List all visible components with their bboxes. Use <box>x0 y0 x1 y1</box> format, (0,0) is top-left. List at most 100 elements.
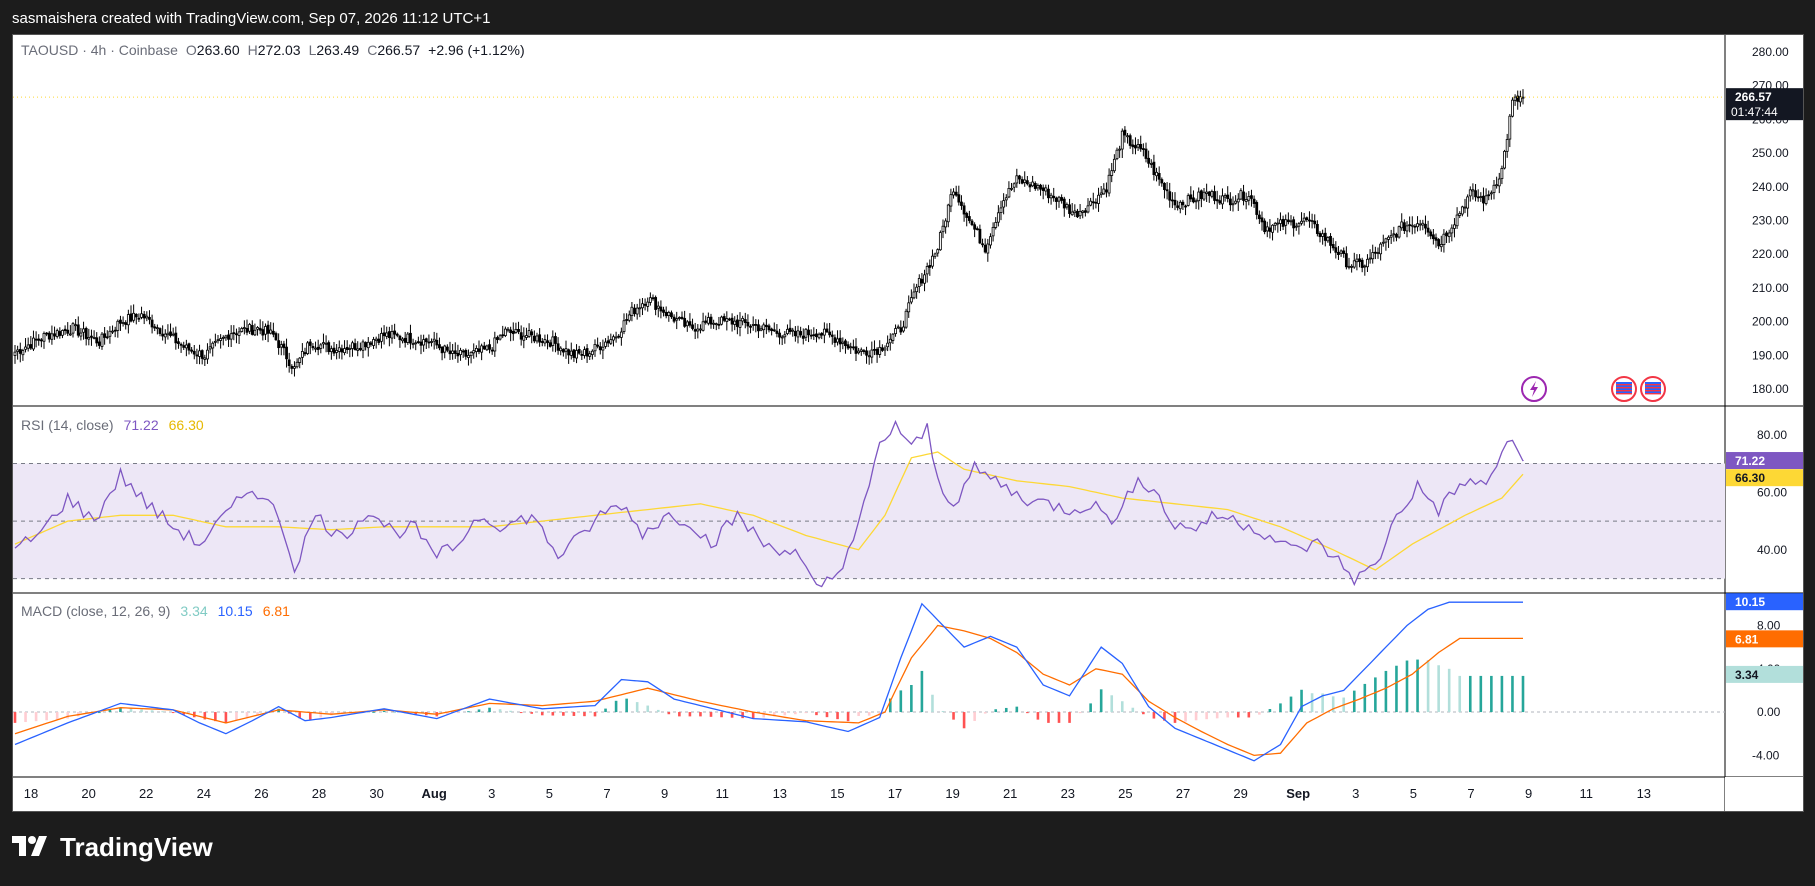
candle-body <box>71 323 75 334</box>
candle-body <box>788 327 792 332</box>
candle-body <box>303 352 307 355</box>
candle-body <box>1503 150 1506 169</box>
macd-histogram-bar <box>572 712 576 716</box>
price-tick-label: 200.00 <box>1752 315 1789 329</box>
candle-body <box>174 332 178 344</box>
macd-pane[interactable] <box>13 601 1725 762</box>
macd-title: MACD (close, 12, 26, 9) <box>21 603 170 619</box>
time-tick-label: Aug <box>422 786 447 801</box>
candle-body <box>799 331 803 336</box>
candle-body <box>1178 201 1182 210</box>
macd-histogram-bar <box>1437 665 1440 713</box>
candle-body <box>517 329 520 332</box>
legend-c-label: C <box>367 42 377 58</box>
candle-body <box>501 334 505 337</box>
candle-body <box>981 243 984 246</box>
candle-body <box>1091 201 1095 204</box>
candle-body <box>617 335 621 338</box>
time-tick-label: 13 <box>773 786 787 801</box>
candle-body <box>1416 223 1419 228</box>
macd-histogram-bar <box>119 707 122 713</box>
candle-body <box>1136 144 1140 148</box>
macd-histogram-bar <box>1078 712 1082 714</box>
candle-body <box>61 330 64 336</box>
macd-histogram-bar <box>1131 707 1135 713</box>
candle-body <box>1144 148 1148 159</box>
macd-histogram-bar <box>477 709 481 713</box>
chart-frame[interactable]: TAOUSD · 4h · Coinbase O263.60 H272.03 L263… <box>12 34 1804 812</box>
macd-histogram-bar <box>1215 712 1219 719</box>
candle-body <box>656 305 660 309</box>
rsi-tick-label: 40.00 <box>1757 543 1787 557</box>
macd-histogram-bar <box>1384 670 1388 713</box>
candle-body <box>377 338 381 343</box>
candle-body <box>95 337 99 344</box>
macd-histogram-bar <box>656 709 660 713</box>
macd-tick-label: 0.00 <box>1757 705 1781 719</box>
candle-body <box>701 321 705 331</box>
candle-body <box>1366 258 1369 268</box>
macd-histogram-bar <box>730 712 734 718</box>
candle-body <box>1228 198 1232 206</box>
candle-body <box>319 344 323 349</box>
candle-body <box>219 338 223 341</box>
candle-body <box>952 191 955 196</box>
macd-histogram-bar <box>382 710 386 713</box>
candle-body <box>184 344 188 349</box>
candle-body <box>1197 191 1201 202</box>
candle-body <box>888 338 892 344</box>
candle-body <box>1134 145 1137 149</box>
macd-line-badge-bg <box>1726 593 1803 611</box>
candle-body <box>596 344 600 347</box>
candle-body <box>875 348 879 355</box>
candle-body <box>706 317 710 324</box>
candle-body <box>474 348 478 353</box>
candle-body <box>967 216 971 221</box>
chart-svg[interactable]: TAOUSD · 4h · Coinbase O263.60 H272.03 L263… <box>13 35 1803 811</box>
candle-body <box>451 350 455 354</box>
rsi-pane[interactable] <box>13 419 1725 588</box>
candle-body <box>153 326 157 329</box>
candle-body <box>572 349 576 358</box>
price-pane[interactable] <box>13 89 1725 402</box>
candle-body <box>200 350 204 359</box>
candle-body <box>1252 198 1256 204</box>
macd-histogram-bar <box>678 712 681 717</box>
candle-body <box>1139 143 1143 150</box>
us-flag-icon[interactable] <box>1640 376 1666 402</box>
candle-body <box>140 313 143 318</box>
legend-l-label: L <box>309 42 317 58</box>
macd-histogram-bar <box>1089 703 1092 713</box>
rsi-legend[interactable]: RSI (14, close) 71.22 66.30 <box>21 417 204 433</box>
candle-body <box>145 315 149 319</box>
candle-body <box>915 286 919 293</box>
candle-body <box>1073 210 1077 214</box>
lightning-icon[interactable] <box>1521 376 1547 402</box>
candle-body <box>1149 162 1153 165</box>
candle-body <box>743 319 747 324</box>
candle-body <box>1255 202 1259 215</box>
macd-legend[interactable]: MACD (close, 12, 26, 9) 3.34 10.15 6.81 <box>21 603 290 619</box>
time-tick-label: 27 <box>1176 786 1190 801</box>
candle-body <box>1126 135 1129 138</box>
candle-body <box>256 327 259 330</box>
us-flag-icon[interactable] <box>1611 376 1637 402</box>
macd-signal-line <box>14 624 1523 757</box>
macd-histogram-bar <box>1026 712 1029 714</box>
candle-body <box>575 350 578 359</box>
candle-body <box>293 366 296 369</box>
candle-body <box>1012 183 1016 188</box>
candle-body <box>105 336 109 339</box>
candle-body <box>886 342 890 348</box>
candle-body <box>1002 200 1006 208</box>
candle-body <box>1313 220 1317 225</box>
candle-body <box>720 316 723 325</box>
legend-header[interactable]: TAOUSD · 4h · Coinbase O263.60 H272.03 L263… <box>21 42 525 58</box>
candle-body <box>24 346 27 350</box>
legend-low: 263.49 <box>316 42 359 58</box>
candle-body <box>1321 233 1325 237</box>
candle-body <box>103 333 107 338</box>
candle-body <box>1083 210 1087 213</box>
candle-body <box>1041 187 1045 191</box>
candle-body <box>353 343 357 350</box>
